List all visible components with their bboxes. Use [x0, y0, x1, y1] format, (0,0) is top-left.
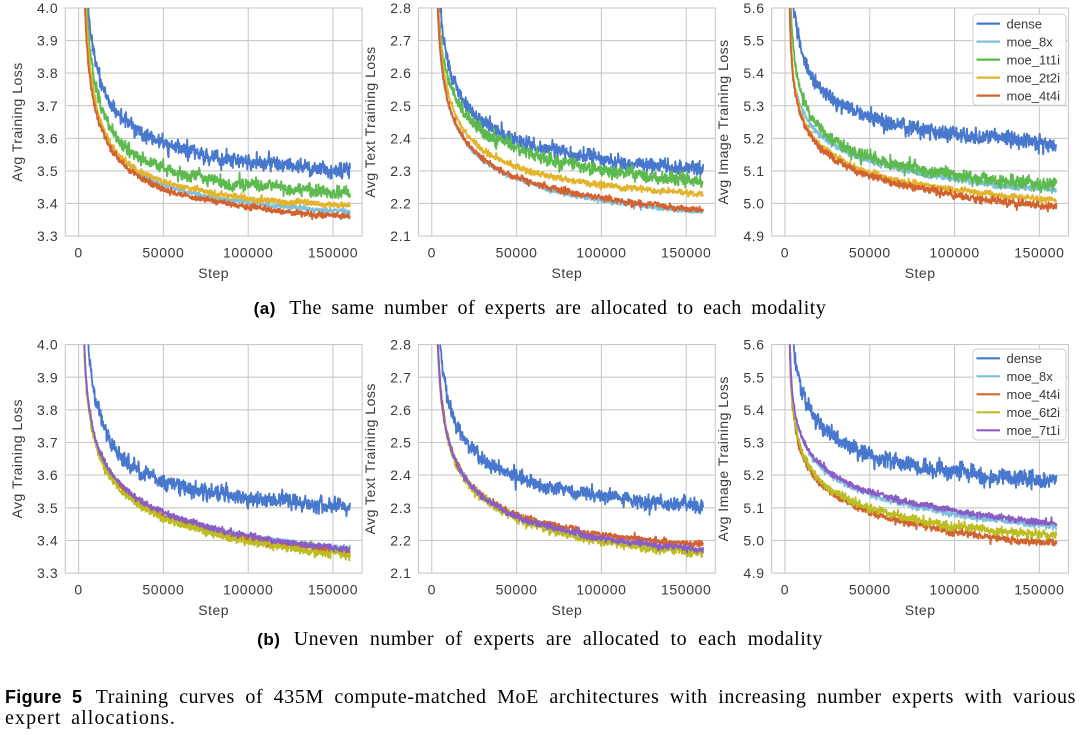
svg-text:moe_4t4i: moe_4t4i — [1007, 387, 1061, 402]
svg-text:2.1: 2.1 — [390, 565, 411, 581]
svg-text:100000: 100000 — [929, 245, 979, 261]
svg-text:0: 0 — [428, 245, 436, 261]
svg-text:5.4: 5.4 — [743, 65, 764, 81]
svg-text:Step: Step — [905, 265, 936, 281]
svg-text:2.3: 2.3 — [390, 500, 411, 516]
svg-text:2.4: 2.4 — [390, 130, 411, 146]
svg-text:4.0: 4.0 — [37, 0, 58, 16]
svg-text:3.8: 3.8 — [37, 65, 58, 81]
svg-text:100000: 100000 — [576, 582, 626, 598]
svg-text:3.8: 3.8 — [37, 402, 58, 418]
svg-text:50000: 50000 — [496, 245, 538, 261]
svg-text:100000: 100000 — [576, 245, 626, 261]
svg-text:100000: 100000 — [929, 582, 979, 598]
svg-text:2.4: 2.4 — [390, 467, 411, 483]
svg-text:3.5: 3.5 — [37, 500, 58, 516]
svg-text:150000: 150000 — [308, 582, 358, 598]
svg-text:moe_7t1i: moe_7t1i — [1007, 423, 1061, 438]
svg-text:4.9: 4.9 — [743, 565, 764, 581]
svg-text:3.9: 3.9 — [37, 369, 58, 385]
svg-text:3.9: 3.9 — [37, 33, 58, 49]
svg-text:150000: 150000 — [1014, 582, 1064, 598]
svg-text:5.3: 5.3 — [743, 98, 764, 114]
svg-text:0: 0 — [74, 245, 82, 261]
svg-text:2.8: 2.8 — [390, 0, 411, 16]
svg-text:moe_8x: moe_8x — [1007, 369, 1054, 384]
svg-text:3.6: 3.6 — [37, 467, 58, 483]
svg-text:4.0: 4.0 — [37, 337, 58, 353]
svg-text:dense: dense — [1007, 351, 1042, 366]
svg-text:150000: 150000 — [661, 582, 711, 598]
svg-text:5.0: 5.0 — [743, 533, 764, 549]
svg-text:Avg Training Loss: Avg Training Loss — [9, 62, 25, 182]
svg-text:0: 0 — [781, 245, 789, 261]
svg-text:150000: 150000 — [661, 245, 711, 261]
svg-text:0: 0 — [428, 582, 436, 598]
svg-text:0: 0 — [781, 582, 789, 598]
svg-text:3.7: 3.7 — [37, 435, 58, 451]
svg-text:2.6: 2.6 — [390, 402, 411, 418]
svg-text:3.3: 3.3 — [37, 228, 58, 244]
svg-text:Step: Step — [551, 265, 582, 281]
svg-text:Avg Image Training Loss: Avg Image Training Loss — [715, 39, 731, 204]
svg-text:5.2: 5.2 — [743, 130, 764, 146]
svg-text:150000: 150000 — [1014, 245, 1064, 261]
svg-text:Avg Image Training Loss: Avg Image Training Loss — [715, 376, 731, 541]
svg-text:2.6: 2.6 — [390, 65, 411, 81]
svg-text:2.2: 2.2 — [390, 196, 411, 212]
svg-text:3.6: 3.6 — [37, 130, 58, 146]
svg-text:dense: dense — [1007, 16, 1042, 31]
svg-text:150000: 150000 — [308, 245, 358, 261]
svg-text:moe_8x: moe_8x — [1007, 34, 1054, 49]
svg-text:5.2: 5.2 — [743, 467, 764, 483]
svg-text:5.4: 5.4 — [743, 402, 764, 418]
svg-text:2.5: 2.5 — [390, 435, 411, 451]
svg-text:Avg Text Training Loss: Avg Text Training Loss — [362, 46, 378, 197]
svg-text:3.5: 3.5 — [37, 163, 58, 179]
svg-text:Step: Step — [905, 602, 936, 618]
svg-text:Avg Training Loss: Avg Training Loss — [9, 399, 25, 519]
svg-text:4.9: 4.9 — [743, 228, 764, 244]
svg-text:3.3: 3.3 — [37, 565, 58, 581]
svg-text:100000: 100000 — [223, 582, 273, 598]
svg-text:50000: 50000 — [496, 582, 538, 598]
svg-text:5.6: 5.6 — [743, 337, 764, 353]
svg-text:2.7: 2.7 — [390, 33, 411, 49]
svg-text:moe_6t2i: moe_6t2i — [1007, 405, 1061, 420]
svg-text:2.2: 2.2 — [390, 533, 411, 549]
svg-text:2.7: 2.7 — [390, 369, 411, 385]
svg-text:5.3: 5.3 — [743, 435, 764, 451]
svg-text:3.4: 3.4 — [37, 196, 58, 212]
svg-text:2.1: 2.1 — [390, 228, 411, 244]
svg-text:5.1: 5.1 — [743, 500, 764, 516]
svg-text:5.0: 5.0 — [743, 196, 764, 212]
svg-text:3.7: 3.7 — [37, 98, 58, 114]
svg-text:5.1: 5.1 — [743, 163, 764, 179]
svg-text:2.3: 2.3 — [390, 163, 411, 179]
svg-text:Avg Text Training Loss: Avg Text Training Loss — [362, 383, 378, 534]
svg-text:50000: 50000 — [142, 582, 184, 598]
svg-text:3.4: 3.4 — [37, 533, 58, 549]
svg-text:2.8: 2.8 — [390, 337, 411, 353]
svg-text:5.5: 5.5 — [743, 33, 764, 49]
svg-text:moe_1t1i: moe_1t1i — [1007, 52, 1061, 67]
svg-text:moe_4t4i: moe_4t4i — [1007, 88, 1061, 103]
svg-text:0: 0 — [74, 582, 82, 598]
svg-text:5.5: 5.5 — [743, 369, 764, 385]
svg-text:Step: Step — [551, 602, 582, 618]
svg-text:Step: Step — [198, 265, 229, 281]
svg-text:50000: 50000 — [142, 245, 184, 261]
svg-text:Step: Step — [198, 602, 229, 618]
svg-text:2.5: 2.5 — [390, 98, 411, 114]
svg-text:50000: 50000 — [849, 245, 891, 261]
svg-text:5.6: 5.6 — [743, 0, 764, 16]
svg-text:moe_2t2i: moe_2t2i — [1007, 70, 1061, 85]
svg-text:100000: 100000 — [223, 245, 273, 261]
svg-text:50000: 50000 — [849, 582, 891, 598]
